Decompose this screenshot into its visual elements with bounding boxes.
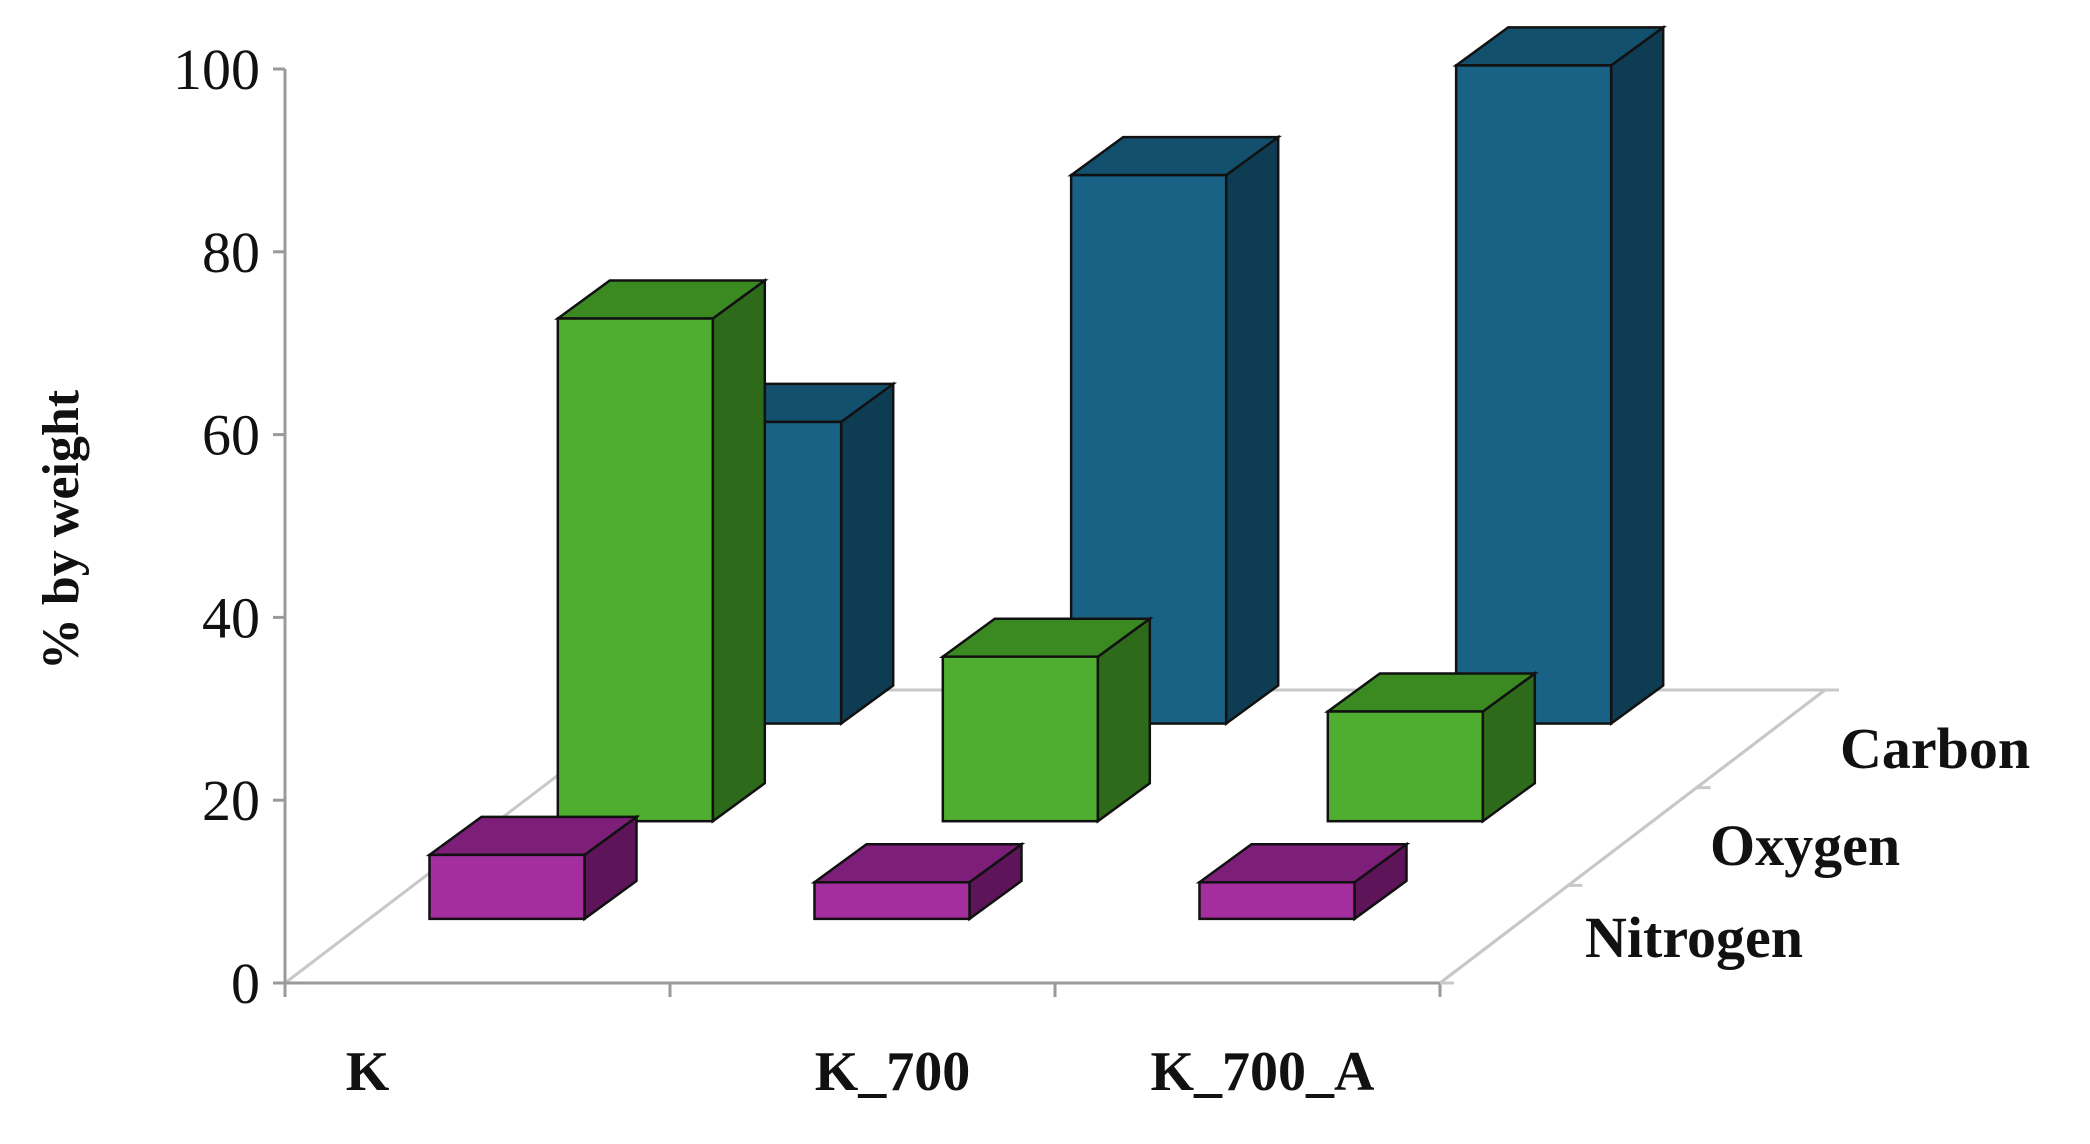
bar-carbon-k_700_a xyxy=(1452,24,1668,726)
bar-nitrogen-k_700_a xyxy=(1195,841,1411,922)
bar-oxygen-k_700 xyxy=(938,616,1154,824)
bar-side xyxy=(1609,24,1665,726)
category-label: K_700 xyxy=(815,1041,971,1103)
category-label: K xyxy=(346,1041,390,1103)
category-label: K_700_A xyxy=(1151,1041,1376,1103)
y-tick-label: 40 xyxy=(202,585,260,650)
labels: 0 20 40 60 80 100 K K_700 K_700_A Nitrogen Oxygen C… xyxy=(33,37,2030,1103)
bar-side xyxy=(711,278,767,824)
y-tick-label: 20 xyxy=(202,768,260,833)
series-label: Nitrogen xyxy=(1585,905,1803,970)
y-axis-title: % by weight xyxy=(33,389,90,670)
bar-nitrogen-k xyxy=(425,814,641,922)
series-label: Oxygen xyxy=(1710,813,1900,878)
bar-front xyxy=(1198,881,1356,921)
depth-axis-line xyxy=(1439,688,1826,985)
y-tick-label: 100 xyxy=(173,37,260,102)
bar-oxygen-k xyxy=(553,278,769,824)
y-tick-label: 80 xyxy=(202,220,260,285)
y-axis xyxy=(273,67,1839,997)
bar-side xyxy=(839,381,895,726)
bar-front xyxy=(1454,64,1613,725)
bar-oxygen-k_700_a xyxy=(1323,671,1539,824)
bar-front xyxy=(556,317,715,823)
bars xyxy=(425,24,1668,922)
bar-side xyxy=(1224,134,1280,726)
bar-front xyxy=(941,655,1100,823)
y-tick-label: 60 xyxy=(202,403,260,468)
bar-front xyxy=(813,881,971,921)
bar-front xyxy=(428,853,586,921)
bar-front xyxy=(1326,710,1485,823)
series-label: Carbon xyxy=(1840,716,2030,781)
y-tick-label: 0 xyxy=(231,951,260,1016)
bar-nitrogen-k_700 xyxy=(810,841,1026,922)
